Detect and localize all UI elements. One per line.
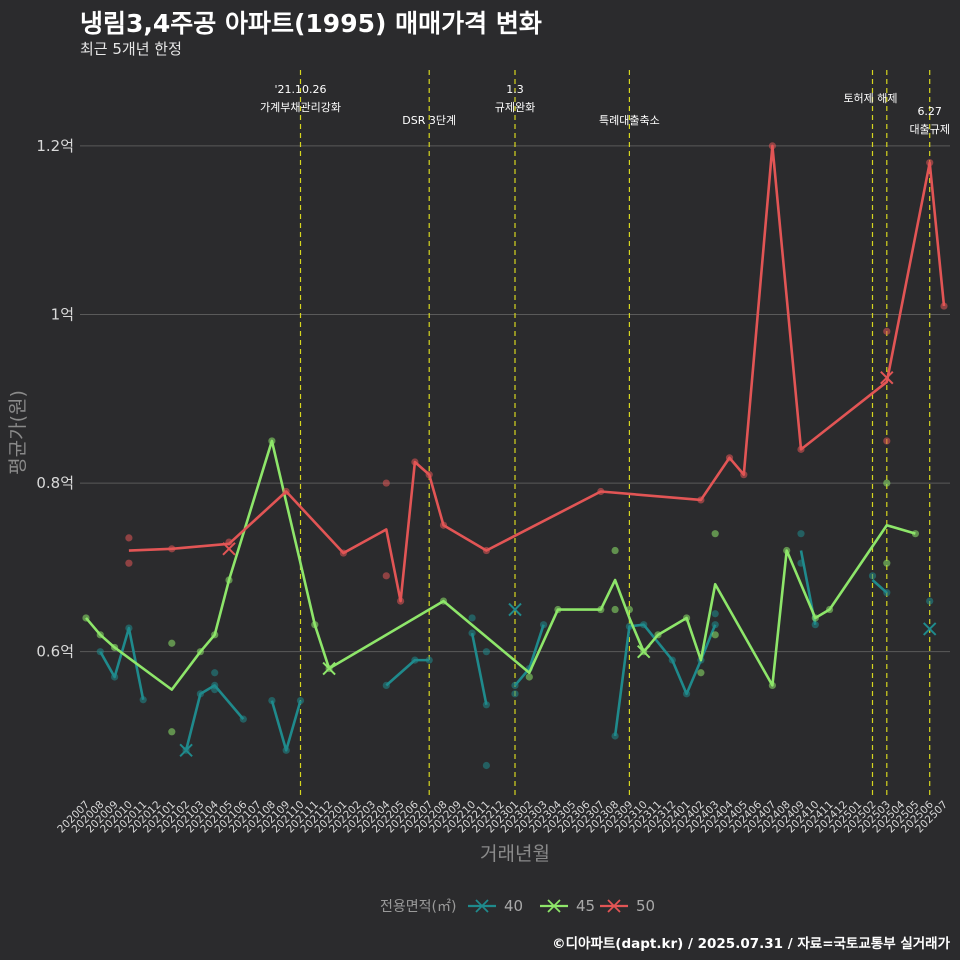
cross-stroke bbox=[922, 622, 937, 636]
cross-stroke bbox=[322, 661, 336, 676]
data-point-40 bbox=[482, 648, 490, 656]
y-axis-title: 평균가(원) bbox=[7, 390, 29, 475]
data-point-40 bbox=[797, 530, 805, 538]
event-label: 가계부채관리강화 bbox=[260, 101, 341, 114]
event-label: 규제완화 bbox=[495, 101, 535, 114]
data-point-40 bbox=[211, 669, 219, 677]
data-point-50 bbox=[883, 327, 891, 335]
cross-marker-40 bbox=[179, 743, 193, 758]
legend-item-45: 45 bbox=[540, 897, 595, 915]
series-line-40 bbox=[613, 623, 717, 737]
data-point-50 bbox=[883, 437, 891, 445]
event-label: 토허제 해제 bbox=[843, 91, 897, 105]
legend-key-cross bbox=[607, 899, 621, 913]
data-point-50 bbox=[125, 534, 133, 542]
y-tick-label: 1억 bbox=[51, 305, 74, 323]
series-line-40 bbox=[871, 579, 888, 594]
data-point-40 bbox=[482, 761, 490, 770]
data-point-45 bbox=[883, 479, 891, 487]
data-point-40 bbox=[139, 696, 147, 704]
legend-key-cross bbox=[547, 899, 561, 913]
series-line-45 bbox=[85, 439, 916, 691]
data-point-45 bbox=[525, 673, 533, 681]
series-line-50 bbox=[128, 144, 946, 603]
event-label: 6.27 bbox=[917, 105, 942, 118]
series-line-40 bbox=[470, 632, 488, 706]
cross-marker-50 bbox=[222, 542, 236, 556]
cross-marker-45 bbox=[322, 661, 336, 676]
x-axis-title: 거래년월 bbox=[480, 843, 550, 865]
series-line-40 bbox=[184, 684, 245, 751]
data-point-50 bbox=[382, 572, 390, 580]
data-point-40 bbox=[711, 610, 719, 618]
data-point-45 bbox=[611, 546, 619, 555]
series-line-40 bbox=[270, 700, 302, 752]
cross-stroke bbox=[222, 542, 236, 556]
legend-item-50: 50 bbox=[600, 897, 655, 915]
y-tick-label: 0.6억 bbox=[36, 643, 74, 661]
data-point-45 bbox=[611, 605, 619, 614]
event-label: 1.3 bbox=[506, 83, 524, 96]
cross-stroke bbox=[636, 644, 651, 659]
event-label: 대출규제 bbox=[909, 123, 949, 136]
chart-title: 냉림3,4주공 아파트(1995) 매매가격 변화 bbox=[80, 9, 542, 38]
cross-marker-40 bbox=[508, 602, 522, 617]
cross-marker-45 bbox=[636, 644, 651, 659]
data-point-45 bbox=[168, 639, 176, 647]
legend-item-40: 40 bbox=[468, 897, 523, 915]
cross-stroke bbox=[179, 743, 193, 758]
data-point-45 bbox=[697, 669, 705, 677]
data-point-40 bbox=[611, 732, 619, 740]
event-label: 특례대출축소 bbox=[599, 114, 660, 127]
cross-marker-40 bbox=[922, 622, 937, 636]
data-point-40 bbox=[511, 690, 519, 698]
cross-marker-50 bbox=[880, 370, 894, 385]
legend-label: 40 bbox=[504, 897, 523, 915]
series-line-40 bbox=[385, 658, 430, 687]
legend-key-cross bbox=[475, 899, 489, 913]
event-label: DSR 3단계 bbox=[402, 114, 456, 127]
data-point-40 bbox=[811, 621, 819, 629]
event-label: '21.10.26 bbox=[274, 83, 326, 96]
data-point-45 bbox=[711, 631, 719, 639]
data-point-40 bbox=[868, 572, 877, 580]
data-point-40 bbox=[926, 597, 934, 605]
chart-subtitle: 최근 5개년 한정 bbox=[80, 40, 182, 58]
data-point-45 bbox=[883, 559, 891, 567]
y-tick-label: 1.2억 bbox=[36, 137, 74, 155]
y-tick-label: 0.8억 bbox=[36, 474, 74, 492]
data-point-45 bbox=[711, 530, 719, 538]
data-point-50 bbox=[382, 479, 390, 487]
cross-stroke bbox=[508, 602, 522, 617]
data-point-45 bbox=[168, 728, 176, 736]
legend-label: 50 bbox=[636, 897, 655, 915]
data-point-50 bbox=[125, 559, 133, 567]
legend-label: 45 bbox=[576, 897, 595, 915]
series-line-40 bbox=[514, 624, 545, 687]
source-caption: ©디아파트(dapt.kr) / 2025.07.31 / 자료=국토교통부 실… bbox=[552, 936, 950, 952]
data-point-40 bbox=[468, 614, 476, 622]
cross-stroke bbox=[880, 370, 894, 385]
legend-title: 전용면적(㎡) bbox=[380, 899, 456, 915]
